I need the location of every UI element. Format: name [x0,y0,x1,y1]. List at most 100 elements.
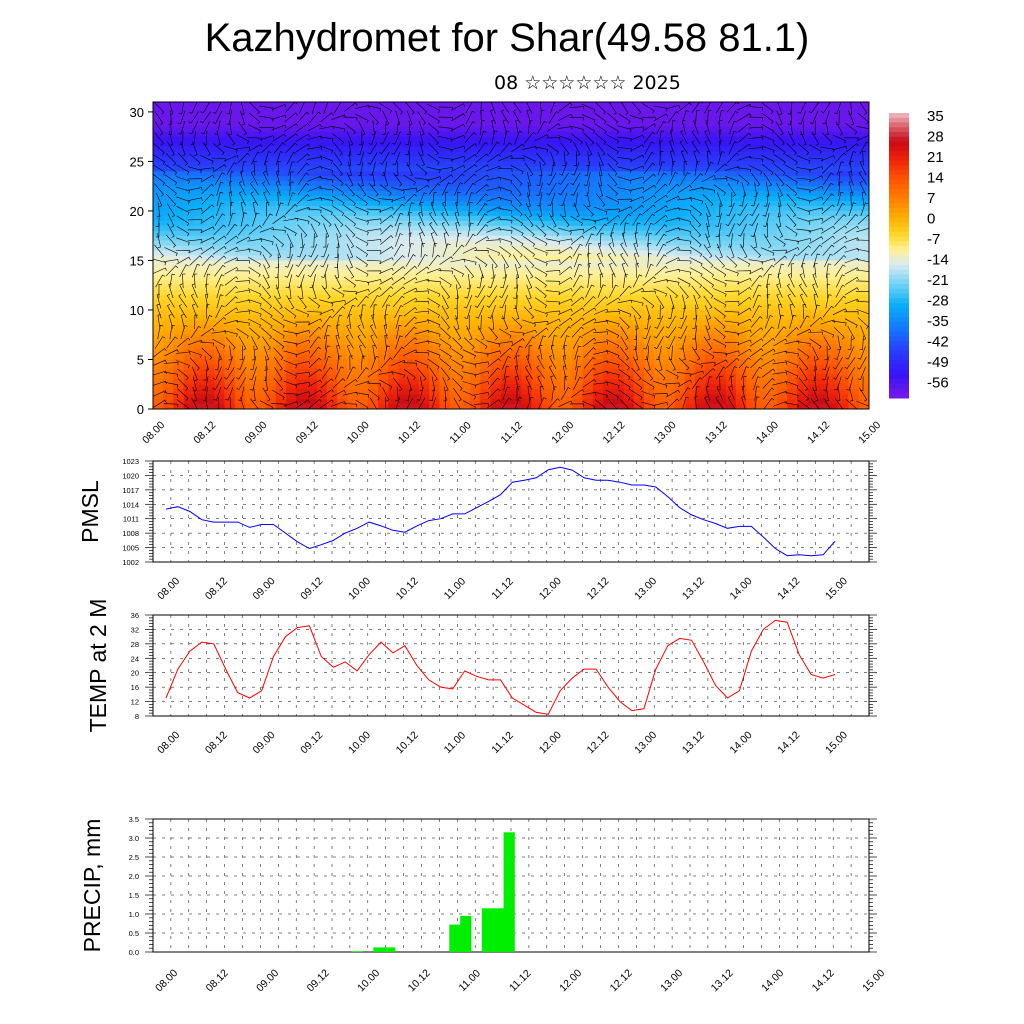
heatmap-cell [296,240,308,247]
wind-barb [366,105,381,112]
heatmap-cell [715,324,727,331]
heatmap-cell [214,245,226,252]
heatmap-cell [204,181,215,187]
heatmap-cell [848,116,860,123]
heatmap-cell [736,240,747,247]
heatmap-cell [756,161,768,167]
heatmap-cell [429,399,440,405]
heatmap-cell [725,359,737,366]
heatmap-cell [695,141,706,148]
heatmap-cell [664,379,676,385]
heatmap-cell [285,364,297,370]
heatmap-cell [511,314,522,321]
heatmap-cell [551,196,563,202]
heatmap-cell [470,235,481,242]
heatmap-cell [193,240,205,247]
heatmap-cell [684,280,696,286]
heatmap-cell [439,295,451,301]
heatmap-cell [807,280,819,286]
wind-barb [239,110,246,126]
wind-barb [192,386,198,402]
heatmap-cell [204,240,215,247]
wind-barb [277,191,281,207]
heatmap-cell [337,255,348,262]
heatmap-cell [234,230,246,237]
heatmap-cell [357,235,369,242]
wind-barb [238,336,247,351]
heatmap-cell [746,344,758,351]
heatmap-cell [787,399,798,405]
heatmap-cell [398,384,410,390]
heatmap-cell [490,305,502,311]
wind-barb [203,366,208,381]
heatmap-cell [490,255,502,262]
heatmap-cell [214,151,226,158]
wind-barb [346,344,353,360]
heatmap-cell [736,131,747,138]
heatmap-cell [695,225,706,232]
heatmap-cell [654,384,666,390]
heatmap-cell [500,106,512,113]
heatmap-cell [163,151,175,158]
heatmap-cell [408,131,420,138]
wind-barb [157,233,161,248]
heatmap-cell [643,314,655,321]
heatmap-cell [408,151,420,158]
wind-barb [224,307,239,317]
wind-barb [169,324,175,340]
heatmap-cell [705,290,717,296]
wind-barb [383,172,389,187]
heatmap-cell [449,255,461,262]
heatmap-cell [275,280,287,286]
wind-barb [202,376,209,391]
heatmap-cell [388,314,400,321]
heatmap-cell [234,359,246,366]
wind-barb [379,206,394,213]
heatmap-cell [746,156,758,163]
wind-barb [320,243,329,258]
heatmap-cell [357,136,369,143]
wind-barb [154,111,164,126]
heatmap-cell [204,314,215,321]
wind-barb [354,105,370,109]
heatmap-cell [776,201,788,207]
heatmap-cell [183,106,195,113]
heatmap-cell [787,374,798,380]
heatmap-cell [234,176,246,182]
heatmap-cell [623,220,635,227]
heatmap-cell [613,220,625,227]
heatmap-cell [326,334,338,341]
heatmap-cell [756,364,768,370]
heatmap-cell [623,106,635,113]
heatmap-cell [500,240,512,247]
heatmap-cell [807,404,819,409]
heatmap-cell [654,131,666,138]
heatmap-cell [429,364,440,370]
heatmap-cell [674,245,686,252]
heatmap-cell [316,285,328,291]
heatmap-cell [541,354,553,361]
heatmap-cell [613,404,625,409]
heatmap-cell [183,305,195,311]
heatmap-cell [459,349,471,356]
wind-barb [297,295,307,310]
heatmap-cell [153,309,164,316]
heatmap-cell [429,290,440,296]
wind-barb [357,334,367,349]
heatmap-cell [306,280,318,286]
heatmap-cell [674,379,686,385]
wind-barb [240,397,245,409]
heatmap-cell [746,136,758,143]
heatmap-cell [572,102,584,108]
heatmap-cell [766,285,778,291]
heatmap-cell [623,186,635,192]
heatmap-cell [521,250,533,257]
heatmap-cell [817,399,829,405]
heatmap-cell [153,166,164,172]
heatmap-cell [296,334,308,341]
wind-barb [168,130,173,146]
heatmap-cell [306,220,318,227]
heatmap-cell [337,240,348,247]
heatmap-cell [500,136,512,143]
heatmap-cell [725,210,737,217]
